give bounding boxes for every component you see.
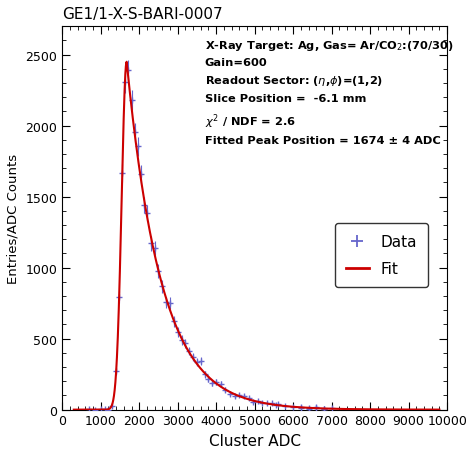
Legend: Data, Fit: Data, Fit bbox=[335, 224, 428, 288]
Y-axis label: Entries/ADC Counts: Entries/ADC Counts bbox=[7, 153, 20, 283]
X-axis label: Cluster ADC: Cluster ADC bbox=[209, 433, 301, 448]
Text: X-Ray Target: Ag, Gas= Ar/CO$_2$:(70/30)
Gain=600
Readout Sector: ($\eta$,$\phi$: X-Ray Target: Ag, Gas= Ar/CO$_2$:(70/30)… bbox=[205, 39, 453, 146]
Text: GE1/1-X-S-BARI-0007: GE1/1-X-S-BARI-0007 bbox=[62, 7, 223, 22]
